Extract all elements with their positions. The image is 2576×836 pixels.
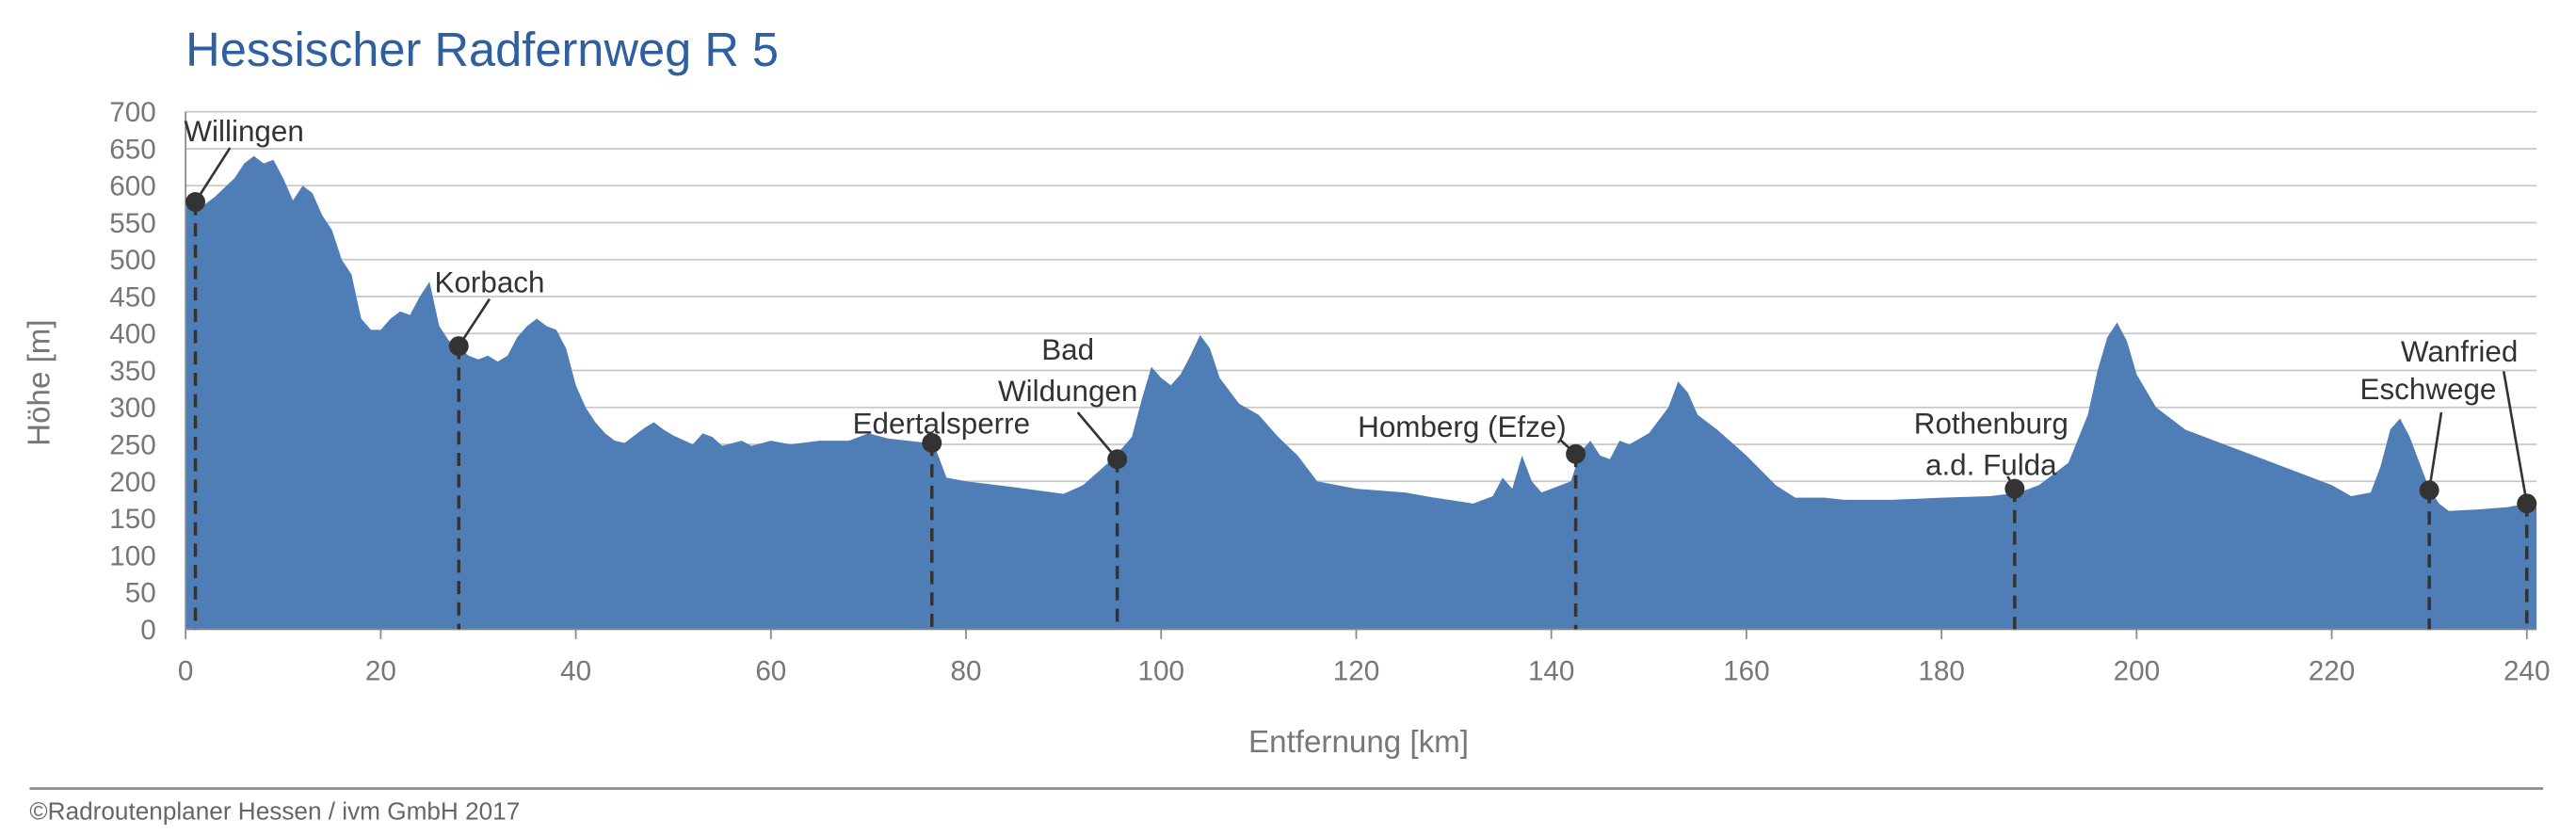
y-axis-label: Höhe [m] bbox=[22, 319, 56, 445]
x-tick-label: 100 bbox=[1138, 655, 1184, 686]
x-axis-label: Entfernung [km] bbox=[1248, 725, 1469, 760]
marker-label: a.d. Fulda bbox=[1925, 448, 2057, 481]
marker-leader bbox=[2502, 371, 2529, 505]
y-tick-label: 100 bbox=[109, 540, 155, 571]
marker-leader bbox=[1076, 411, 1119, 460]
y-tick-label: 500 bbox=[109, 245, 155, 276]
marker-point bbox=[2517, 493, 2537, 514]
x-tick-label: 60 bbox=[755, 655, 786, 686]
y-tick-label: 200 bbox=[109, 467, 155, 498]
x-tick-label: 200 bbox=[2114, 655, 2160, 686]
marker-label: Edertalsperre bbox=[853, 408, 1030, 441]
x-tick-label: 240 bbox=[2504, 655, 2550, 686]
marker-label: Homberg (Efze) bbox=[1358, 410, 1567, 443]
y-tick-label: 50 bbox=[125, 578, 156, 609]
y-tick-label: 400 bbox=[109, 319, 155, 350]
footer: ©Radroutenplaner Hessen / ivm GmbH 2017 bbox=[29, 797, 520, 826]
y-tick-label: 650 bbox=[109, 134, 155, 165]
marker-label: Bad bbox=[1041, 333, 1094, 366]
x-tick-label: 120 bbox=[1333, 655, 1379, 686]
x-tick-label: 20 bbox=[365, 655, 396, 686]
y-tick-label: 450 bbox=[109, 281, 155, 313]
chart-title: Hessischer Radfernweg R 5 bbox=[185, 23, 779, 76]
marker-label: Eschwege bbox=[2360, 373, 2497, 406]
marker-leader bbox=[194, 147, 232, 203]
x-tick-label: 40 bbox=[560, 655, 591, 686]
marker-label: Wildungen bbox=[998, 375, 1137, 408]
marker-label: Rothenburg bbox=[1914, 408, 2069, 441]
marker-leader bbox=[2427, 411, 2443, 490]
marker-point bbox=[1107, 449, 1128, 470]
marker-label: Willingen bbox=[184, 115, 303, 148]
marker-point bbox=[2419, 480, 2439, 501]
marker-point bbox=[1566, 443, 1586, 464]
x-tick-label: 180 bbox=[1918, 655, 1964, 686]
y-tick-label: 550 bbox=[109, 208, 155, 239]
x-tick-label: 160 bbox=[1723, 655, 1769, 686]
y-tick-label: 150 bbox=[109, 504, 155, 535]
y-tick-label: 300 bbox=[109, 393, 155, 424]
marker-point bbox=[448, 336, 469, 357]
x-tick-label: 0 bbox=[178, 655, 194, 686]
y-tick-label: 350 bbox=[109, 356, 155, 387]
x-tick-label: 220 bbox=[2309, 655, 2355, 686]
marker-label: Korbach bbox=[435, 266, 545, 299]
x-tick-label: 80 bbox=[951, 655, 982, 686]
y-tick-label: 700 bbox=[109, 97, 155, 128]
y-tick-label: 250 bbox=[109, 430, 155, 461]
elevation-area bbox=[185, 155, 2537, 630]
marker-point bbox=[185, 192, 206, 212]
y-tick-label: 0 bbox=[140, 615, 156, 646]
x-tick-label: 140 bbox=[1528, 655, 1574, 686]
marker-label: Wanfried bbox=[2401, 335, 2518, 368]
y-tick-label: 600 bbox=[109, 171, 155, 202]
marker-point bbox=[2004, 478, 2025, 499]
marker-point bbox=[922, 432, 942, 453]
